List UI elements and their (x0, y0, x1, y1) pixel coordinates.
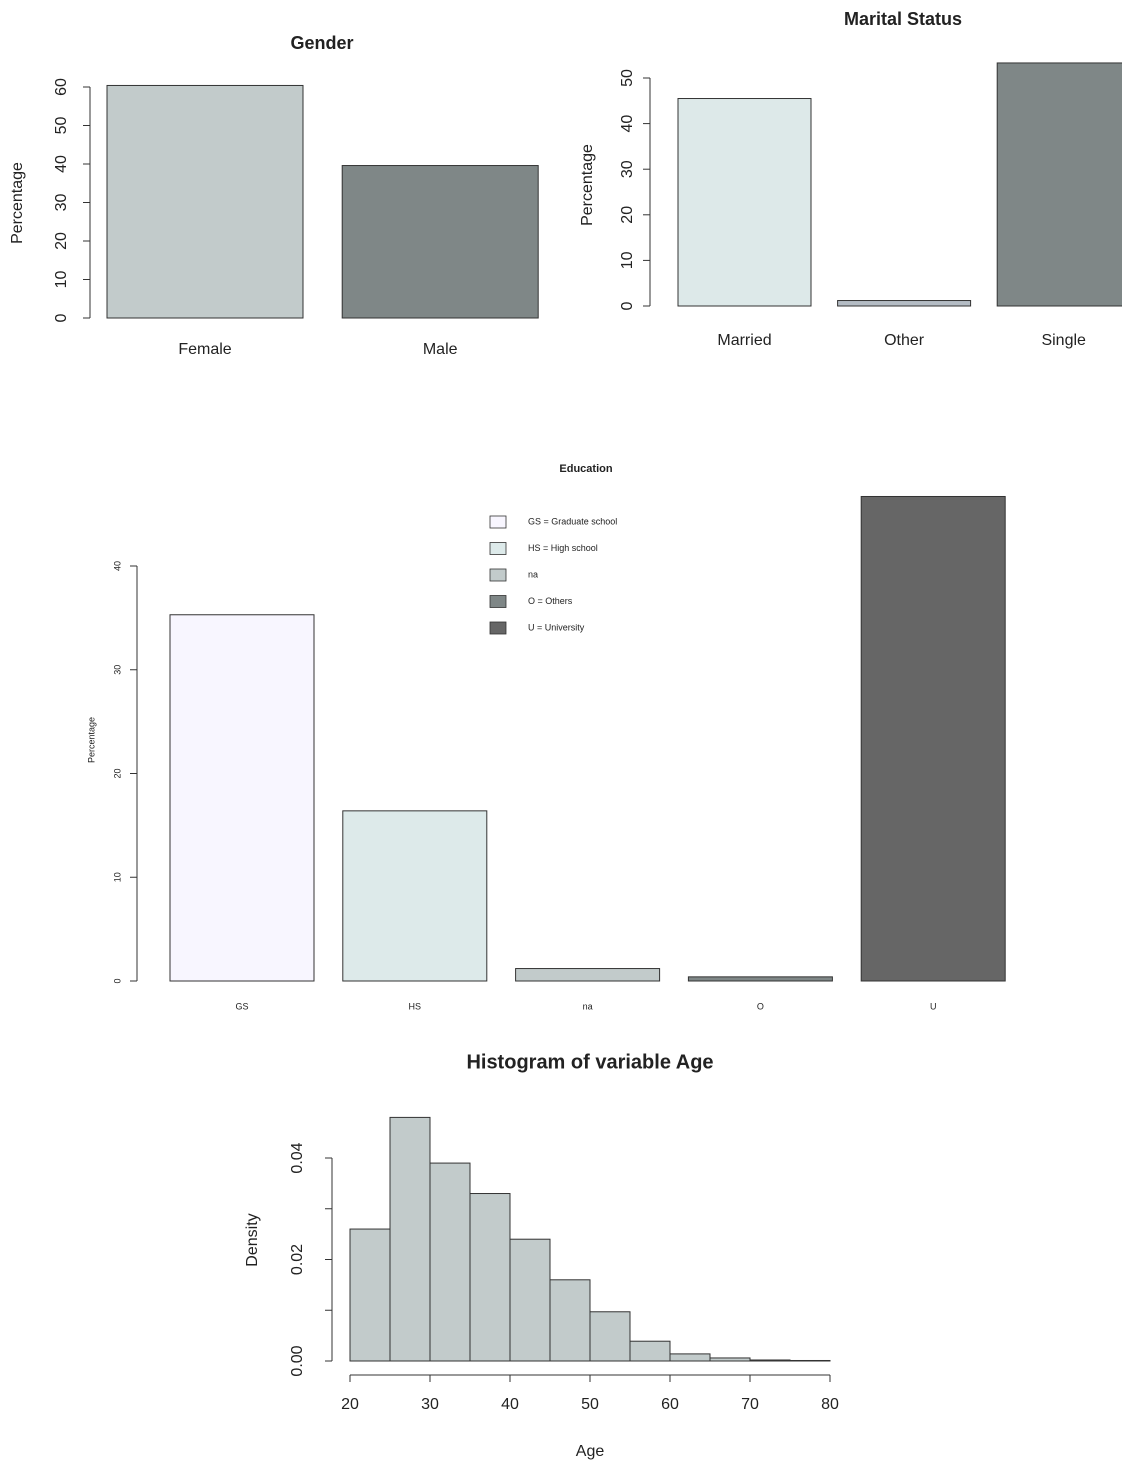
y-tick-label: 20 (619, 206, 636, 224)
bar (677, 98, 812, 307)
chart-title: Gender (290, 33, 353, 53)
bar (687, 976, 833, 982)
chart-title: Marital Status (844, 9, 962, 29)
x-axis-label: Age (576, 1443, 605, 1460)
x-tick-label: 50 (581, 1396, 599, 1413)
legend-label: HS = High school (528, 543, 598, 553)
x-tick-label: Single (1041, 332, 1086, 349)
histogram-bar (749, 1359, 791, 1362)
y-tick-label: 0 (53, 313, 70, 322)
legend-swatch (489, 621, 507, 635)
histogram-bar (709, 1357, 751, 1362)
histogram-bar (669, 1353, 711, 1362)
x-tick-label: Married (717, 332, 771, 349)
y-tick-label: 30 (112, 665, 122, 675)
y-tick-label: 50 (53, 117, 70, 135)
x-tick-label: GS (235, 1001, 248, 1011)
legend-label: O = Others (528, 596, 573, 606)
y-tick-label: 0.00 (289, 1345, 306, 1376)
bar (860, 495, 1006, 982)
histogram-bar (429, 1162, 471, 1362)
bar (106, 84, 304, 319)
x-tick-label: U (930, 1001, 937, 1011)
x-tick-label: 60 (661, 1396, 679, 1413)
x-tick-label: na (583, 1001, 593, 1011)
y-tick-label: 40 (112, 561, 122, 571)
x-tick-label: Other (884, 332, 925, 349)
x-tick-label: Female (178, 341, 231, 358)
histogram-bar (469, 1193, 511, 1362)
x-tick-label: 70 (741, 1396, 759, 1413)
y-tick-label: 30 (53, 194, 70, 212)
x-tick-label: Male (423, 341, 458, 358)
y-tick-label: 20 (112, 768, 122, 778)
histogram-bar (509, 1238, 551, 1362)
bar (996, 62, 1122, 307)
x-tick-label: O (757, 1001, 764, 1011)
bar (341, 165, 539, 319)
histogram-bar (789, 1359, 831, 1362)
y-axis-label: Percentage (9, 162, 26, 244)
chart-title: Education (559, 463, 612, 475)
histogram-bar (589, 1311, 631, 1362)
legend-label: U = University (528, 622, 585, 632)
y-tick-label: 40 (53, 155, 70, 173)
x-tick-label: 20 (341, 1396, 359, 1413)
y-axis-label: Percentage (579, 144, 596, 226)
y-tick-label: 0.04 (289, 1142, 306, 1173)
bar (169, 614, 315, 982)
bar (342, 810, 488, 982)
chart-title: Histogram of variable Age (466, 1051, 713, 1073)
y-axis-label: Density (244, 1213, 261, 1266)
x-tick-label: 80 (821, 1396, 839, 1413)
y-tick-label: 0.02 (289, 1244, 306, 1275)
y-tick-label: 10 (619, 251, 636, 269)
y-tick-label: 30 (619, 160, 636, 178)
y-tick-label: 50 (619, 69, 636, 87)
histogram-bar (389, 1116, 431, 1362)
histogram-bar (629, 1340, 671, 1362)
legend-swatch (489, 595, 507, 608)
histogram-bar (349, 1228, 391, 1362)
bar (837, 300, 972, 307)
x-tick-label: HS (409, 1001, 422, 1011)
x-tick-label: 40 (501, 1396, 519, 1413)
y-tick-label: 0 (112, 978, 122, 983)
y-tick-label: 10 (112, 872, 122, 882)
histogram-bar (549, 1279, 591, 1362)
y-axis-label: Percentage (86, 717, 96, 763)
x-tick-label: 30 (421, 1396, 439, 1413)
legend-label: na (528, 569, 538, 579)
y-tick-label: 40 (619, 115, 636, 133)
legend-swatch (489, 515, 507, 529)
bar (515, 968, 661, 982)
y-tick-label: 10 (53, 271, 70, 289)
y-tick-label: 60 (53, 78, 70, 96)
legend-swatch (489, 542, 507, 555)
legend-swatch (489, 568, 507, 582)
y-tick-label: 0 (619, 301, 636, 310)
legend-label: GS = Graduate school (528, 516, 617, 526)
y-tick-label: 20 (53, 232, 70, 250)
